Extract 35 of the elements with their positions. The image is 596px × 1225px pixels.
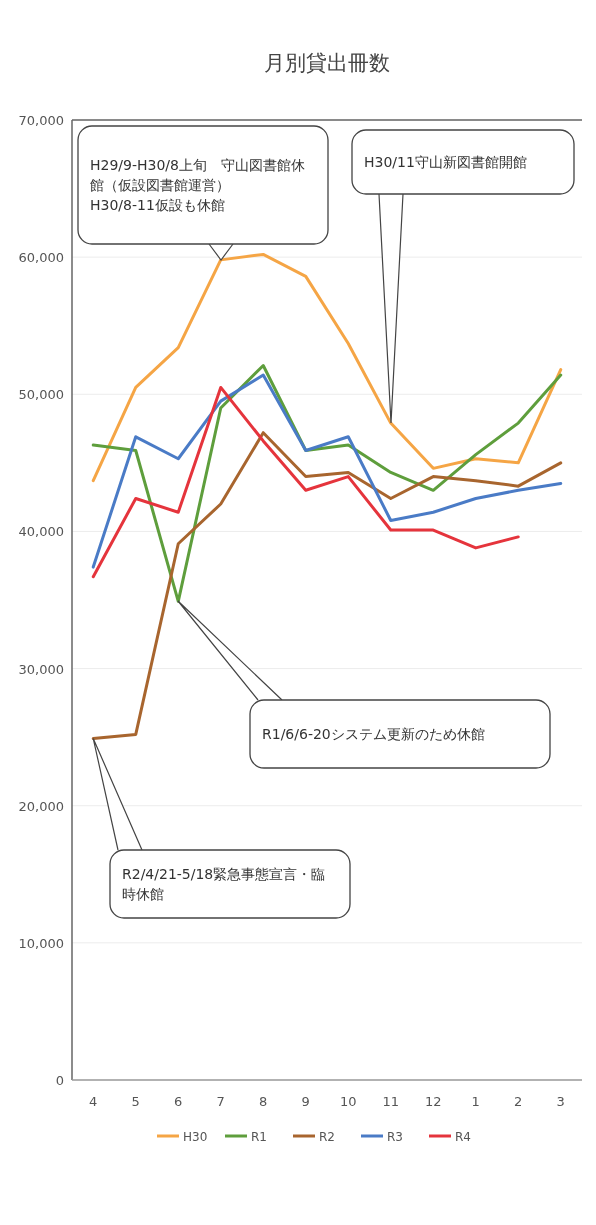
- annotation: R2/4/21-5/18緊急事態宣言・臨時休館: [122, 865, 326, 902]
- y-tick-label: 60,000: [18, 250, 64, 266]
- legend-label: H30: [183, 1130, 208, 1144]
- line-series: [91, 252, 563, 483]
- legend-label: R4: [455, 1130, 471, 1144]
- x-tick-label: 6: [174, 1094, 183, 1109]
- chart-title: 月別貸出冊数: [264, 51, 390, 75]
- x-tick-label: 5: [131, 1094, 140, 1109]
- x-tick-label: 3: [556, 1094, 565, 1109]
- x-tick-label: 10: [339, 1094, 357, 1109]
- annotation: H29/9-H30/8上旬 守山図書館休館（仮設図書館運営） H30/8-11仮設も休館: [90, 156, 305, 213]
- x-tick-label: 1: [471, 1094, 480, 1109]
- line-series: [91, 373, 563, 569]
- x-tick-label: 8: [259, 1094, 268, 1109]
- annotation: H30/11守山新図書館開館: [364, 153, 527, 170]
- x-tick-label: 9: [301, 1094, 310, 1109]
- y-tick-label: 0: [55, 1073, 64, 1088]
- y-tick-label: 70,000: [18, 113, 64, 128]
- y-tick-label: 20,000: [18, 798, 64, 814]
- x-tick-label: 2: [514, 1094, 523, 1109]
- y-tick-label: 40,000: [18, 524, 64, 540]
- x-tick-label: 11: [382, 1094, 400, 1109]
- legend-label: R2: [319, 1130, 335, 1144]
- line-series: [91, 363, 563, 603]
- x-tick-label: 12: [424, 1094, 442, 1109]
- y-tick-label: 10,000: [18, 935, 64, 951]
- line-series: [91, 431, 563, 741]
- line-series: [91, 385, 520, 579]
- y-tick-label: 50,000: [18, 387, 64, 403]
- x-tick-label: 7: [216, 1094, 225, 1109]
- annotation: R1/6/6-20システム更新のため休館: [262, 725, 485, 742]
- legend-label: R3: [387, 1130, 403, 1144]
- legend-label: R1: [251, 1130, 267, 1144]
- y-tick-label: 30,000: [18, 661, 64, 677]
- x-tick-label: 4: [89, 1094, 98, 1109]
